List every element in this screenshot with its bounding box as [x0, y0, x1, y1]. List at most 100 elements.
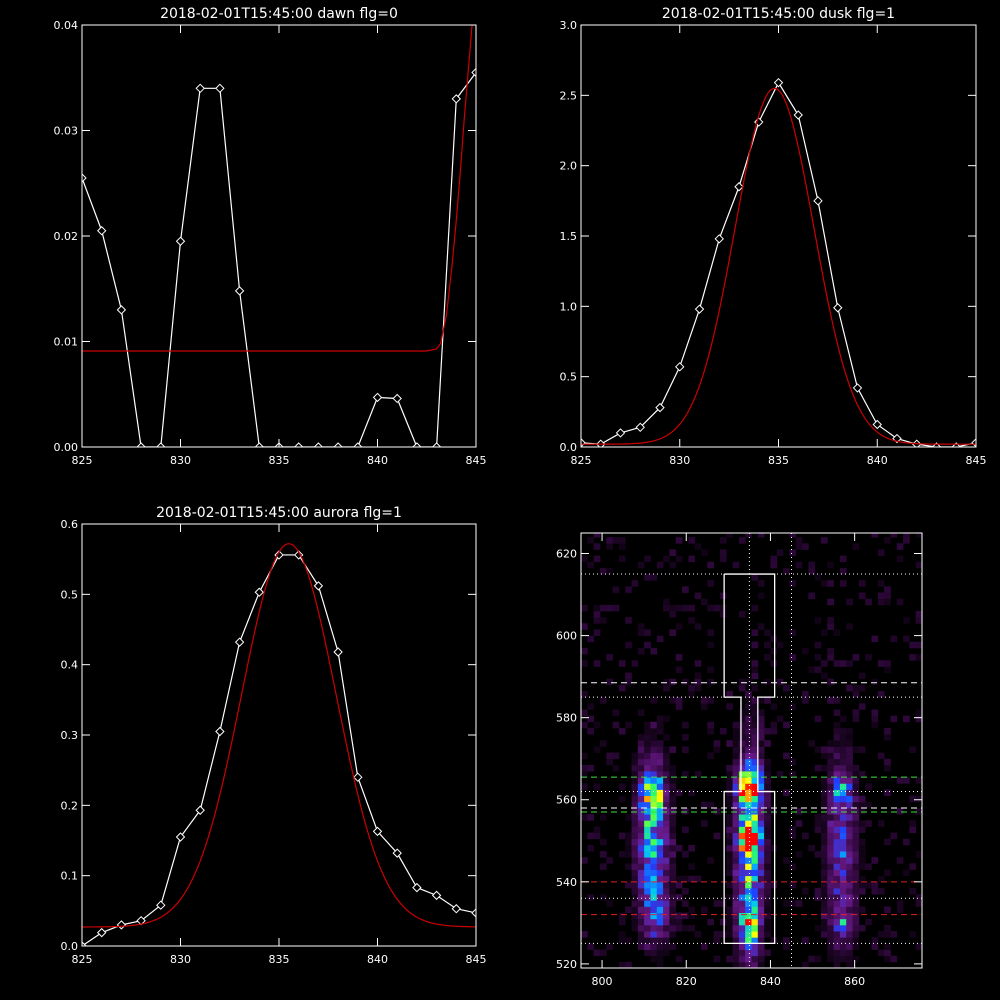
axes-frame	[81, 523, 477, 947]
data-point	[714, 234, 724, 244]
data-line	[82, 72, 476, 447]
x-tick-label: 840	[867, 454, 888, 467]
y-tick-label: 0.03	[54, 125, 79, 138]
x-tick-label: 845	[466, 454, 487, 467]
plot-area	[82, 25, 476, 447]
x-tick-label: 800	[592, 975, 613, 988]
data-point	[392, 848, 402, 858]
data-point	[175, 832, 186, 842]
data-point	[254, 587, 265, 597]
data-point	[156, 442, 166, 447]
x-tick-label: 830	[170, 454, 191, 467]
data-point	[852, 383, 863, 393]
data-point	[655, 402, 665, 413]
x-tick-label: 840	[367, 953, 388, 966]
x-tick-label: 820	[676, 975, 697, 988]
data-point	[156, 900, 166, 910]
data-point	[116, 920, 127, 930]
y-tick-label: 0.4	[61, 659, 79, 672]
data-point	[96, 927, 107, 938]
data-point	[431, 890, 442, 901]
y-tick-label: 3.0	[560, 19, 578, 32]
heatmap-cells	[581, 533, 922, 968]
y-tick-label: 0.00	[54, 441, 79, 454]
dusk-spectrum-panel: 2018-02-01T15:45:00 dusk flg=1 825 830 835 8…	[560, 6, 987, 467]
data-point	[392, 393, 402, 404]
data-point	[116, 305, 127, 315]
data-point	[353, 772, 363, 782]
data-point	[333, 442, 343, 447]
data-point	[195, 805, 205, 815]
y-tick-label: 0.0	[560, 441, 578, 454]
data-point	[333, 647, 343, 657]
x-tick-label: 825	[72, 953, 93, 966]
y-tick-label: 1.0	[560, 300, 578, 313]
data-point	[773, 77, 784, 88]
data-point	[313, 442, 324, 447]
y-tick-label: 0.01	[54, 336, 79, 349]
detector-image-panel: 800 820 840 860 520 540 560 580 600 620	[556, 532, 923, 988]
y-tick-label: 0.5	[560, 371, 578, 384]
data-point	[872, 419, 882, 430]
data-point	[136, 442, 146, 447]
y-tick-label: 0.1	[61, 870, 79, 883]
data-point	[215, 83, 225, 94]
dawn-spectrum-panel: 2018-02-01T15:45:00 dawn flg=0 825 830 835 8…	[54, 6, 487, 467]
y-tick-label: 580	[556, 712, 577, 725]
x-tick-label: 830	[170, 953, 191, 966]
y-tick-label: 0.02	[54, 230, 79, 243]
data-point	[293, 442, 304, 447]
data-point	[471, 67, 476, 78]
x-tick-label: 845	[966, 454, 987, 467]
data-point	[694, 304, 705, 314]
data-point	[813, 196, 823, 206]
data-point	[195, 83, 205, 94]
plot-area	[581, 77, 976, 447]
axes-frame	[580, 532, 923, 969]
data-point	[412, 882, 422, 893]
plot-area	[82, 543, 476, 946]
x-tick-label: 825	[72, 454, 93, 467]
aurora-spectrum-panel: 2018-02-01T15:45:00 aurora flg=1 825 830 83…	[61, 505, 487, 966]
data-point	[471, 908, 476, 918]
data-point	[615, 428, 626, 438]
x-tick-label: 835	[768, 454, 789, 467]
chart-title: 2018-02-01T15:45:00 dawn flg=0	[160, 6, 398, 22]
image-area	[581, 533, 922, 968]
y-tick-label: 2.5	[560, 89, 578, 102]
x-tick-label: 825	[571, 454, 592, 467]
data-point	[931, 442, 942, 447]
y-tick-label: 0.0	[61, 940, 79, 953]
data-point	[175, 236, 186, 246]
axes-frame	[580, 24, 977, 448]
data-point	[96, 226, 107, 236]
data-line	[581, 81, 976, 447]
fit-curve	[581, 87, 976, 445]
data-point	[215, 726, 225, 737]
x-tick-label: 840	[367, 454, 388, 467]
y-tick-label: 0.04	[54, 19, 79, 32]
y-tick-label: 0.3	[61, 729, 79, 742]
data-point	[82, 941, 87, 946]
data-point	[951, 442, 961, 447]
y-tick-label: 2.0	[560, 160, 578, 173]
data-point	[734, 182, 744, 192]
y-tick-label: 620	[556, 548, 577, 561]
data-point	[234, 637, 245, 647]
extraction-region-outline	[723, 573, 776, 945]
y-tick-label: 1.5	[560, 230, 578, 243]
data-point	[675, 362, 685, 372]
data-point	[293, 550, 304, 560]
data-point	[313, 581, 324, 591]
fit-curve	[82, 25, 473, 352]
data-point	[234, 286, 245, 296]
x-tick-label: 845	[466, 953, 487, 966]
data-point	[274, 550, 284, 560]
y-tick-label: 0.6	[61, 518, 79, 531]
data-point	[353, 442, 363, 447]
fit-curve	[82, 543, 476, 928]
data-point	[254, 442, 265, 447]
x-tick-label: 835	[269, 454, 290, 467]
x-tick-label: 835	[269, 953, 290, 966]
